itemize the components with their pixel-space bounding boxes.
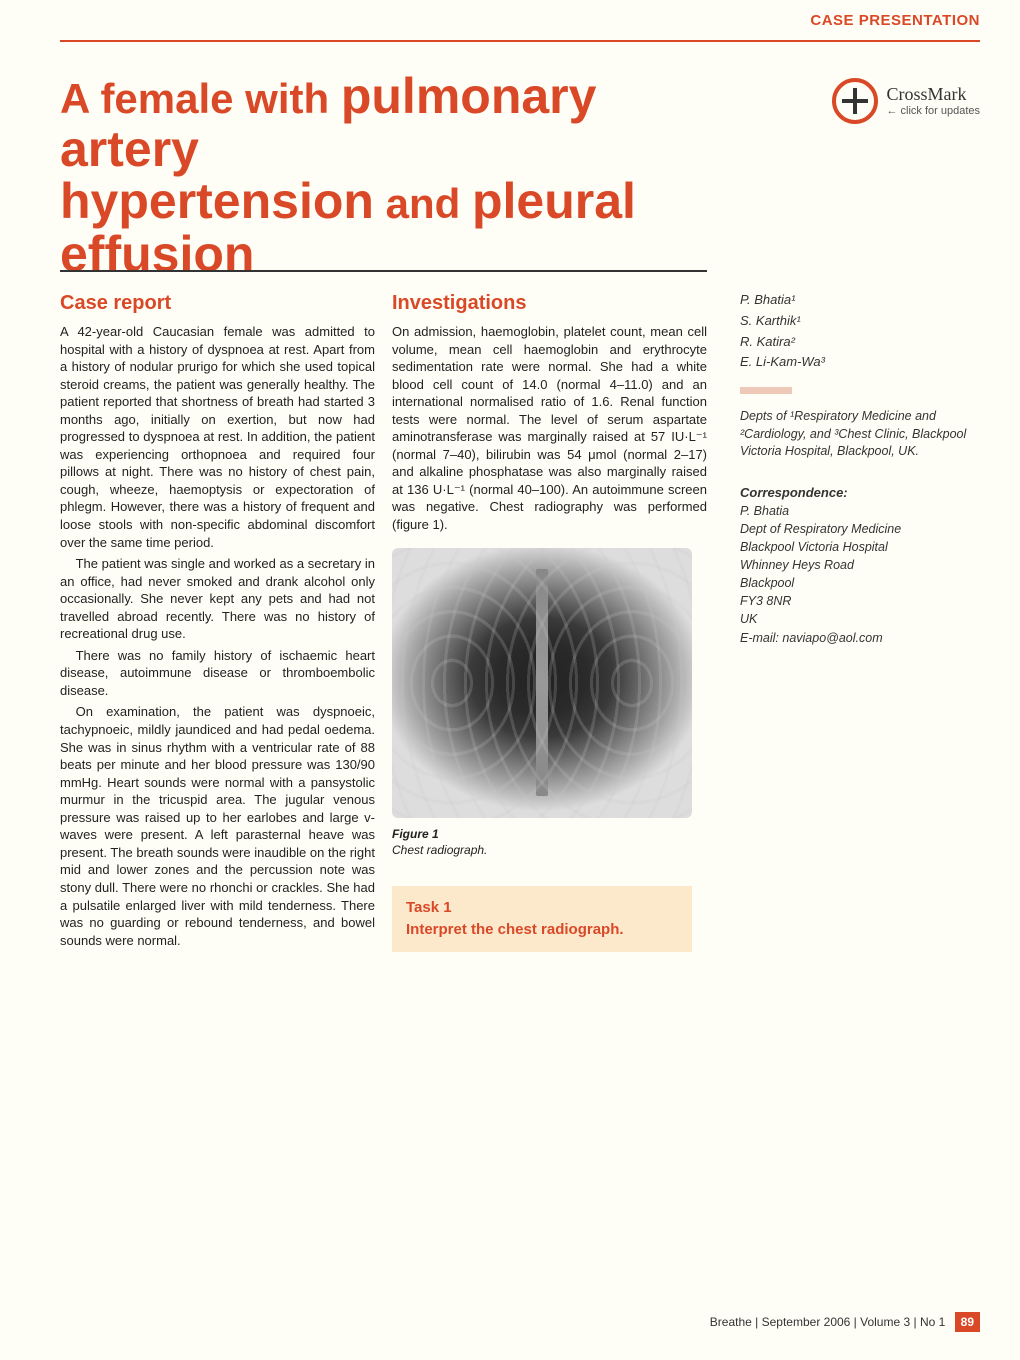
- task-box: Task 1 Interpret the chest radiograph.: [392, 886, 692, 953]
- case-report-p4: On examination, the patient was dyspnoei…: [60, 703, 375, 949]
- case-report-p2: The patient was single and worked as a s…: [60, 555, 375, 643]
- correspondence-body: P. Bhatia Dept of Respiratory Medicine B…: [740, 502, 982, 647]
- investigations-heading: Investigations: [392, 290, 707, 317]
- crossmark-icon: [832, 78, 878, 124]
- column-2: Investigations On admission, haemoglobin…: [392, 290, 707, 952]
- author-list: P. Bhatia¹ S. Karthik¹ R. Katira² E. Li-…: [740, 290, 982, 373]
- accent-bar: [740, 387, 792, 394]
- sidebar: P. Bhatia¹ S. Karthik¹ R. Katira² E. Li-…: [740, 290, 982, 647]
- figure-caption: Figure 1 Chest radiograph.: [392, 826, 707, 858]
- article-title: A female with pulmonary artery hypertens…: [60, 70, 670, 280]
- title-big4: effusion: [60, 226, 254, 282]
- case-report-heading: Case report: [60, 290, 375, 317]
- task-number: Task 1: [406, 898, 678, 918]
- chest-radiograph-image: [392, 548, 692, 818]
- affiliations: Depts of ¹Respiratory Medicine and ²Card…: [740, 408, 982, 461]
- author-2: S. Karthik¹: [740, 311, 982, 332]
- title-big2: hypertension: [60, 173, 374, 229]
- xray-ribs-overlay: [392, 548, 692, 818]
- title-pre: A female with: [60, 75, 341, 122]
- crossmark-text: CrossMark ← click for updates: [886, 84, 980, 119]
- footer-text: Breathe | September 2006 | Volume 3 | No…: [710, 1315, 946, 1329]
- section-label-text: CASE PRESENTATION: [810, 12, 980, 29]
- page-number: 89: [955, 1312, 980, 1332]
- page-footer: Breathe | September 2006 | Volume 3 | No…: [710, 1312, 980, 1332]
- title-rule: [60, 270, 707, 272]
- figure-number: Figure 1: [392, 826, 707, 842]
- author-4: E. Li-Kam-Wa³: [740, 352, 982, 373]
- case-report-p3: There was no family history of ischaemic…: [60, 647, 375, 700]
- figure-text: Chest radiograph.: [392, 842, 707, 858]
- column-1: Case report A 42-year-old Caucasian fema…: [60, 290, 375, 953]
- task-text: Interpret the chest radiograph.: [406, 920, 678, 940]
- case-report-p1: A 42-year-old Caucasian female was admit…: [60, 323, 375, 551]
- crossmark-sub: ← click for updates: [886, 105, 980, 118]
- investigations-p1: On admission, haemoglobin, platelet coun…: [392, 323, 707, 534]
- top-rule: [60, 40, 980, 42]
- author-1: P. Bhatia¹: [740, 290, 982, 311]
- author-3: R. Katira²: [740, 332, 982, 353]
- correspondence-heading: Correspondence:: [740, 485, 982, 500]
- figure-1: Figure 1 Chest radiograph.: [392, 548, 707, 858]
- section-label: CASE PRESENTATION: [810, 12, 980, 29]
- crossmark-badge[interactable]: CrossMark ← click for updates: [832, 78, 980, 124]
- title-big3: pleural: [472, 173, 636, 229]
- title-mid: and: [374, 180, 472, 227]
- crossmark-main: CrossMark: [886, 84, 980, 106]
